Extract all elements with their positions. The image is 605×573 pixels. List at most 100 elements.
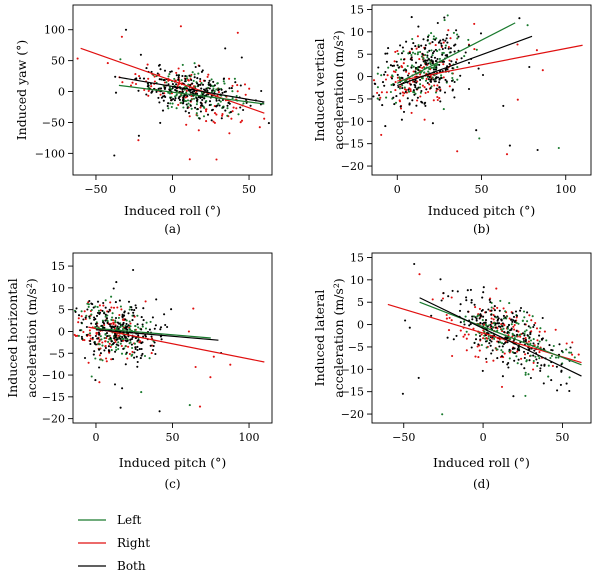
point-both: [182, 100, 185, 103]
point-both: [139, 357, 142, 360]
point-both: [130, 308, 133, 311]
point-both: [189, 91, 193, 94]
point-left: [405, 79, 408, 82]
x-axis-label: Induced roll (°): [124, 203, 221, 218]
point-both: [120, 339, 123, 342]
point-both: [224, 109, 227, 112]
point-both: [444, 78, 447, 81]
point-right: [565, 342, 568, 345]
y-axis-label: Induced vertical: [312, 38, 327, 141]
point-both: [409, 58, 412, 61]
point-both: [104, 346, 107, 350]
point-both: [239, 106, 242, 109]
point-left: [529, 354, 532, 357]
x-axis-label: Induced pitch (°): [428, 203, 535, 218]
point-both: [148, 328, 151, 331]
point-both: [560, 370, 563, 373]
point-right: [512, 325, 515, 328]
point-both: [170, 70, 173, 73]
point-right: [465, 337, 468, 340]
point-both: [401, 87, 404, 90]
point-both: [136, 323, 139, 326]
point-both: [115, 281, 118, 284]
point-left: [195, 112, 198, 115]
point-both: [484, 311, 488, 314]
point-left: [213, 90, 216, 93]
fit-line-left: [396, 22, 516, 84]
y-tick-label: 0: [357, 319, 364, 332]
point-both: [486, 325, 489, 328]
point-both: [150, 335, 153, 338]
point-both: [110, 340, 113, 343]
point-both: [86, 308, 89, 311]
point-right: [485, 360, 488, 364]
point-both: [453, 96, 456, 99]
point-both: [163, 69, 167, 72]
point-right: [524, 353, 527, 356]
y-tick-label: −5: [49, 347, 65, 360]
point-both: [194, 65, 197, 69]
point-both: [113, 154, 116, 157]
point-left: [476, 314, 479, 317]
point-both: [484, 319, 488, 322]
point-both: [378, 98, 381, 101]
point-left: [179, 101, 183, 104]
point-both: [442, 292, 445, 295]
point-both: [162, 99, 165, 102]
point-both: [468, 324, 471, 327]
point-both: [441, 47, 444, 51]
point-right: [533, 344, 536, 347]
point-left: [130, 354, 133, 357]
point-right: [159, 93, 162, 96]
point-both: [145, 93, 148, 96]
point-both: [463, 323, 466, 326]
point-right: [177, 103, 180, 106]
point-left: [538, 340, 541, 343]
point-right: [538, 351, 541, 354]
point-left: [524, 371, 527, 374]
point-both: [456, 290, 459, 293]
point-both: [155, 298, 158, 301]
point-right: [212, 120, 215, 123]
point-both: [161, 92, 164, 95]
point-right: [147, 94, 150, 97]
point-both: [449, 51, 452, 54]
point-both: [112, 341, 116, 344]
plot-frame: [72, 4, 273, 176]
point-right: [467, 333, 470, 336]
point-both: [102, 321, 105, 324]
y-tick-label: −15: [341, 386, 364, 399]
point-right: [122, 339, 125, 342]
point-left: [410, 64, 414, 67]
point-right: [212, 355, 215, 358]
point-both: [397, 66, 400, 69]
point-both: [155, 90, 158, 93]
point-both: [445, 37, 448, 40]
point-both: [550, 379, 553, 382]
point-both: [438, 63, 441, 66]
fit-line-both: [95, 329, 219, 341]
point-left: [114, 346, 118, 349]
point-left: [424, 53, 427, 57]
point-both: [424, 59, 427, 62]
point-left: [210, 78, 213, 81]
point-both: [434, 77, 437, 80]
point-both: [489, 339, 492, 342]
point-both: [108, 323, 111, 326]
point-both: [218, 88, 221, 91]
point-left: [506, 315, 509, 318]
point-both: [550, 348, 553, 352]
point-right: [396, 49, 399, 53]
point-left: [463, 55, 466, 58]
point-both: [512, 319, 515, 322]
point-both: [441, 60, 444, 63]
point-left: [101, 359, 104, 362]
point-right: [187, 330, 190, 333]
point-both: [528, 347, 531, 350]
point-both: [408, 326, 411, 329]
point-right: [131, 81, 134, 84]
point-left: [451, 72, 454, 75]
point-left: [410, 53, 413, 57]
point-both: [393, 103, 396, 106]
point-left: [517, 322, 520, 325]
